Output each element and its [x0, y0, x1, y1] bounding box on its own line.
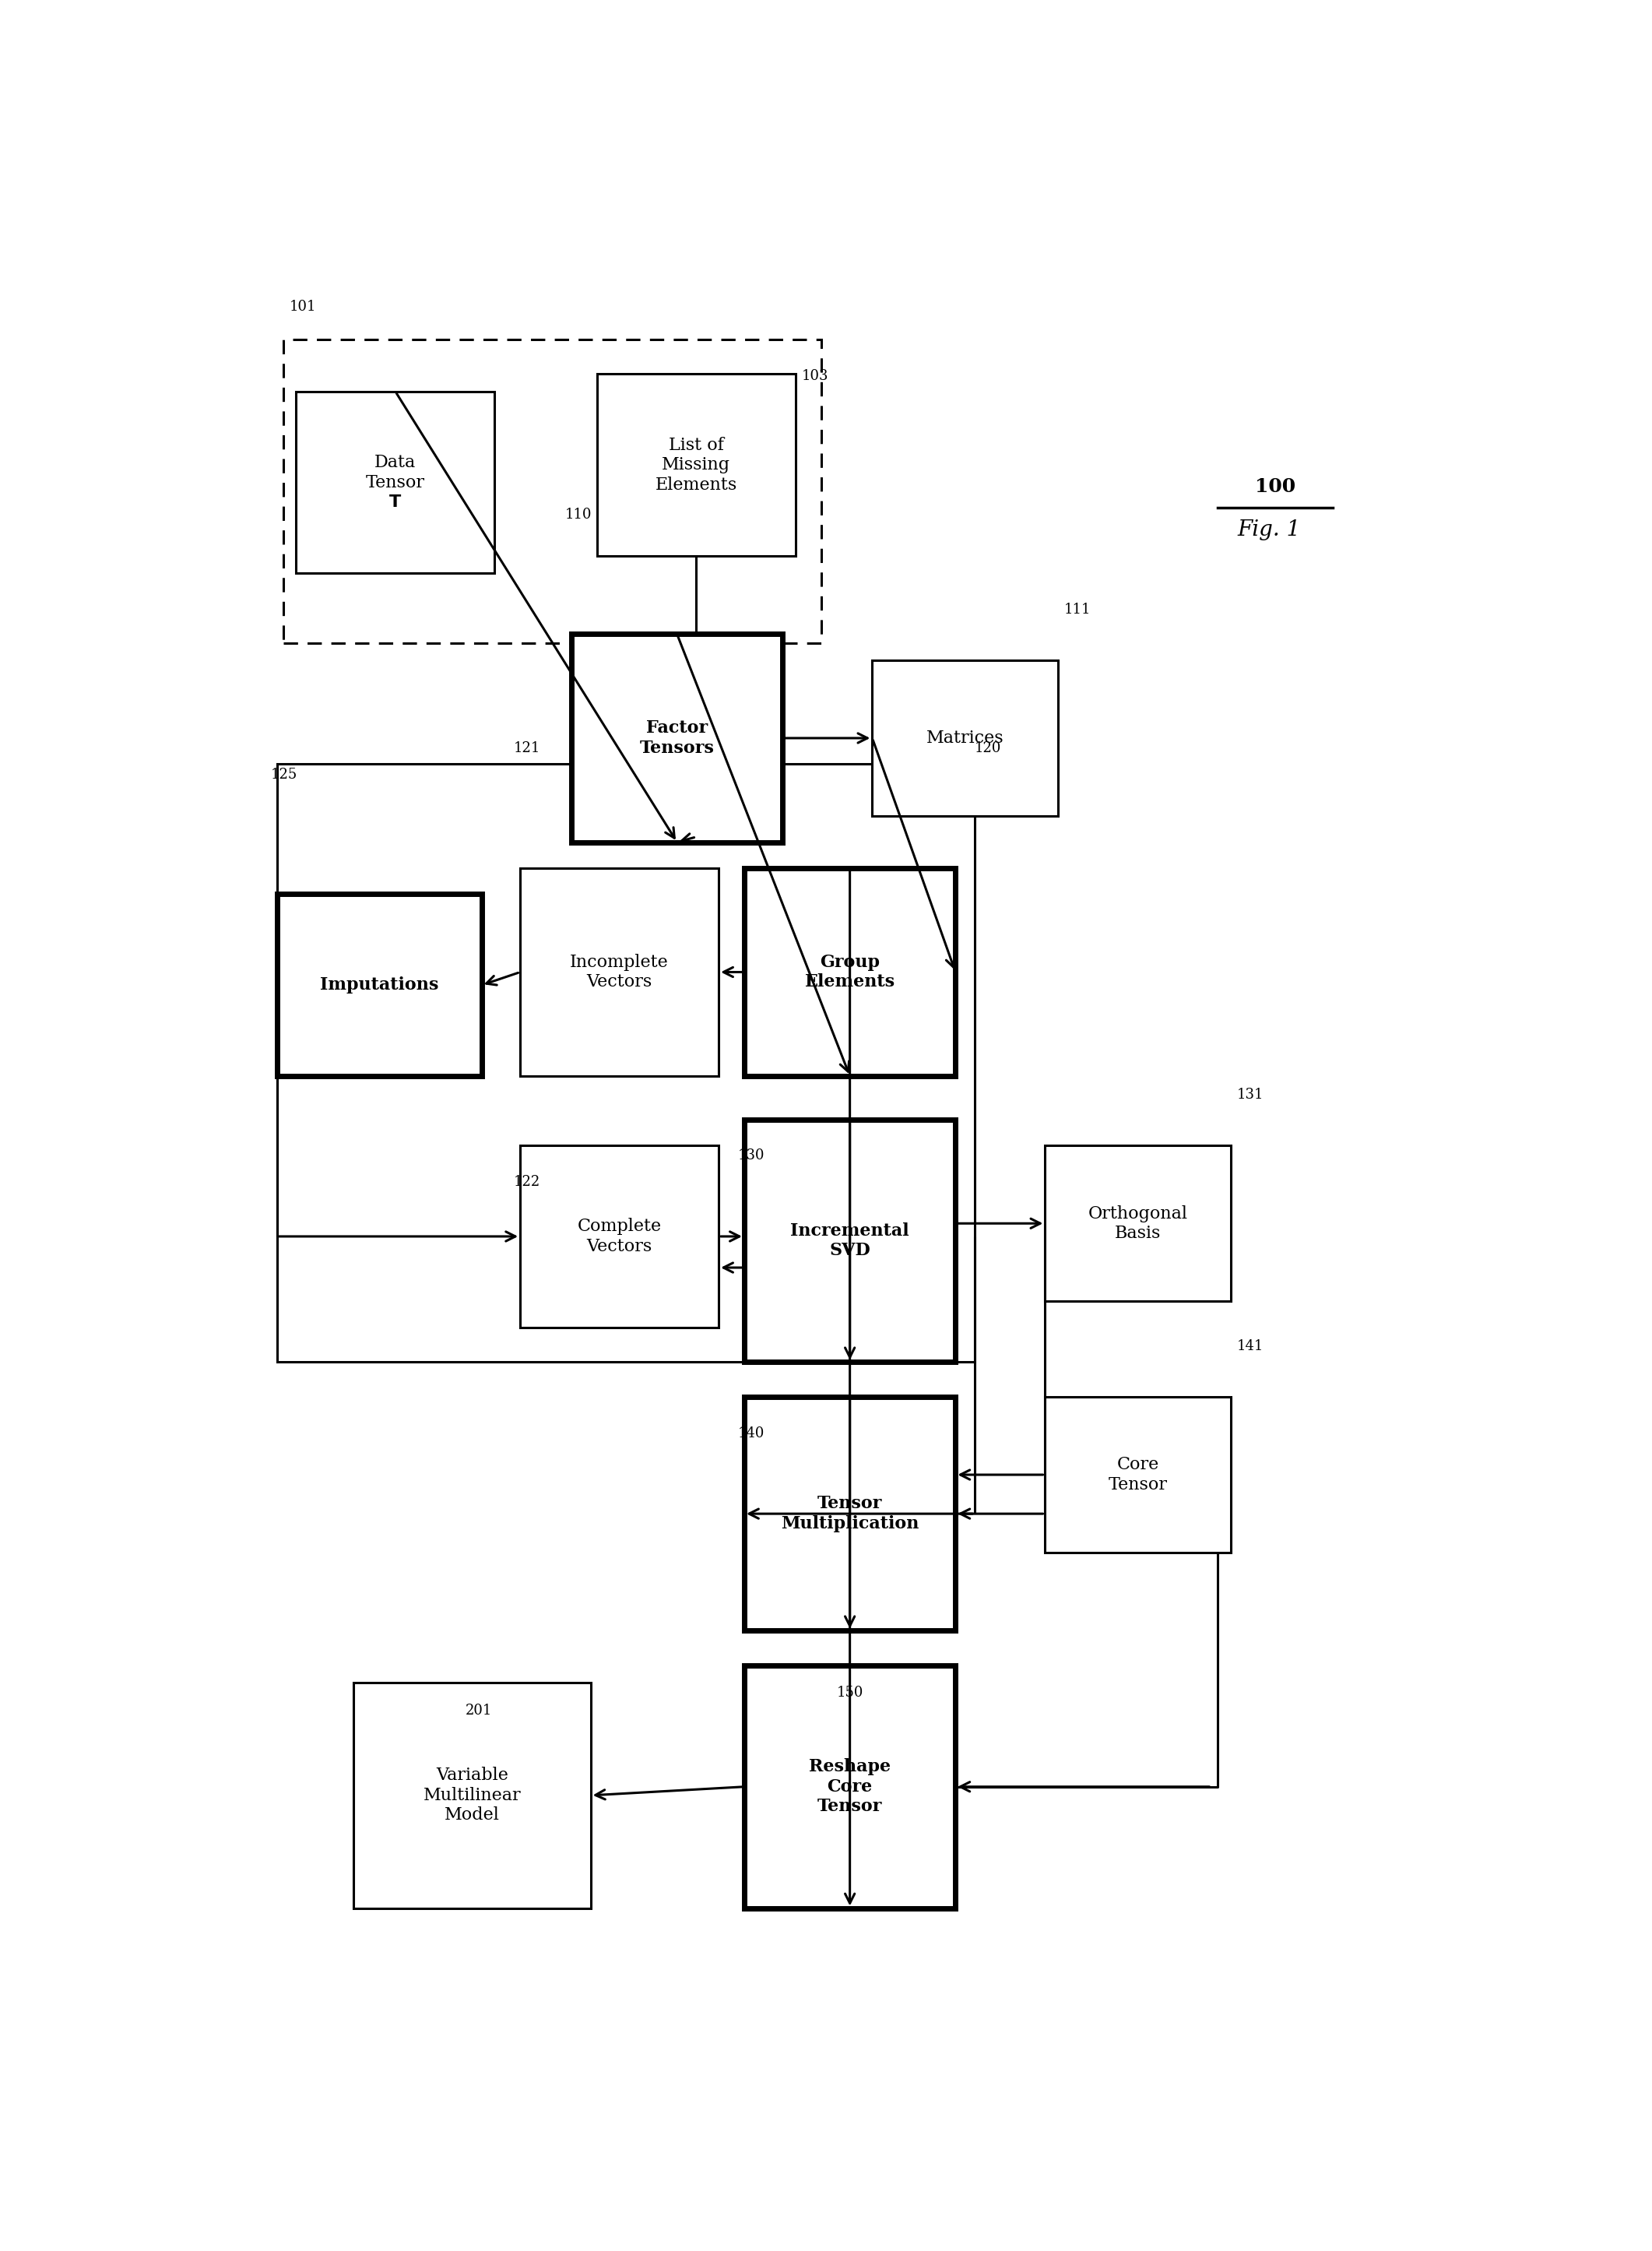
FancyBboxPatch shape — [1046, 1146, 1231, 1301]
Text: 120: 120 — [975, 741, 1001, 756]
FancyBboxPatch shape — [296, 392, 494, 574]
Text: List of
Missing
Elements: List of Missing Elements — [656, 437, 737, 493]
Text: 101: 101 — [289, 299, 317, 313]
Text: Imputations: Imputations — [320, 977, 439, 993]
FancyBboxPatch shape — [520, 1146, 719, 1328]
FancyBboxPatch shape — [520, 869, 719, 1076]
Text: Group
Elements: Group Elements — [805, 954, 895, 990]
Text: 130: 130 — [738, 1148, 765, 1164]
Text: Factor
Tensors: Factor Tensors — [639, 720, 714, 756]
Text: 110: 110 — [565, 506, 591, 522]
Text: Fig. 1: Fig. 1 — [1237, 520, 1300, 540]
Text: Matrices: Matrices — [927, 729, 1004, 747]
Text: 122: 122 — [514, 1175, 540, 1189]
FancyBboxPatch shape — [743, 869, 955, 1076]
Text: Incomplete
Vectors: Incomplete Vectors — [570, 954, 669, 990]
FancyBboxPatch shape — [354, 1684, 591, 1909]
Text: 100: 100 — [1256, 477, 1295, 495]
Text: Incremental
SVD: Incremental SVD — [790, 1222, 909, 1258]
FancyBboxPatch shape — [743, 1666, 955, 1909]
Text: 103: 103 — [801, 369, 829, 383]
Text: 125: 125 — [271, 768, 297, 781]
Text: Data
Tensor
$\mathbf{T}$: Data Tensor $\mathbf{T}$ — [365, 455, 425, 511]
Text: 140: 140 — [738, 1427, 765, 1441]
Text: 201: 201 — [466, 1704, 492, 1718]
Text: Orthogonal
Basis: Orthogonal Basis — [1089, 1204, 1188, 1243]
Text: Complete
Vectors: Complete Vectors — [577, 1218, 661, 1254]
Text: Core
Tensor: Core Tensor — [1108, 1456, 1168, 1492]
FancyBboxPatch shape — [572, 635, 783, 842]
Text: 141: 141 — [1237, 1339, 1264, 1353]
Text: Reshape
Core
Tensor: Reshape Core Tensor — [809, 1758, 890, 1814]
FancyBboxPatch shape — [743, 1396, 955, 1630]
Text: 150: 150 — [838, 1686, 864, 1700]
Text: 121: 121 — [514, 741, 540, 756]
FancyBboxPatch shape — [278, 894, 482, 1076]
Text: 131: 131 — [1237, 1087, 1264, 1103]
FancyBboxPatch shape — [596, 374, 796, 556]
Text: 111: 111 — [1064, 603, 1092, 617]
FancyBboxPatch shape — [743, 1119, 955, 1362]
Text: Tensor
Multiplication: Tensor Multiplication — [781, 1495, 919, 1533]
FancyBboxPatch shape — [872, 660, 1057, 817]
FancyBboxPatch shape — [1046, 1396, 1231, 1553]
Text: Variable
Multilinear
Model: Variable Multilinear Model — [423, 1767, 520, 1823]
